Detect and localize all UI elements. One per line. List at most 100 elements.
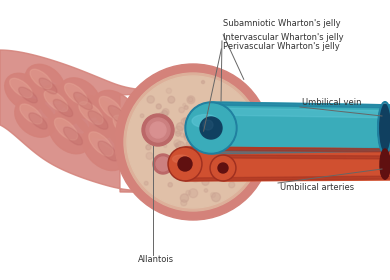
Circle shape: [153, 154, 173, 174]
Circle shape: [202, 178, 209, 185]
Ellipse shape: [15, 99, 55, 137]
Circle shape: [241, 137, 248, 144]
Circle shape: [204, 189, 208, 192]
Circle shape: [195, 157, 201, 163]
Circle shape: [245, 110, 252, 118]
Circle shape: [215, 160, 218, 164]
Circle shape: [193, 150, 202, 159]
Circle shape: [185, 102, 237, 154]
Circle shape: [180, 194, 189, 202]
Circle shape: [203, 120, 213, 130]
Circle shape: [223, 171, 230, 178]
Circle shape: [200, 117, 222, 139]
Circle shape: [187, 121, 196, 130]
Text: Umbilical vein: Umbilical vein: [302, 97, 362, 106]
Circle shape: [223, 138, 229, 143]
Circle shape: [244, 124, 250, 130]
Circle shape: [156, 104, 161, 109]
Ellipse shape: [19, 87, 37, 103]
Circle shape: [160, 138, 164, 143]
Ellipse shape: [113, 115, 139, 141]
Ellipse shape: [98, 141, 118, 161]
Circle shape: [189, 135, 196, 142]
Circle shape: [199, 153, 202, 157]
Polygon shape: [0, 50, 156, 192]
Circle shape: [143, 126, 147, 130]
Circle shape: [185, 150, 188, 154]
Circle shape: [180, 151, 188, 158]
Circle shape: [191, 174, 199, 182]
Circle shape: [186, 141, 192, 148]
Ellipse shape: [55, 118, 78, 140]
Ellipse shape: [192, 115, 218, 127]
Circle shape: [202, 81, 205, 84]
Circle shape: [218, 163, 228, 173]
Circle shape: [243, 152, 248, 157]
Circle shape: [211, 157, 234, 179]
Ellipse shape: [44, 90, 68, 112]
Circle shape: [222, 109, 229, 115]
Circle shape: [191, 154, 198, 160]
Circle shape: [221, 122, 229, 130]
Circle shape: [204, 157, 207, 161]
Circle shape: [248, 134, 254, 139]
Circle shape: [176, 123, 184, 130]
Circle shape: [146, 152, 153, 159]
Circle shape: [202, 139, 208, 145]
Circle shape: [218, 174, 223, 180]
Circle shape: [140, 114, 144, 118]
Ellipse shape: [39, 80, 65, 104]
Circle shape: [189, 189, 198, 198]
Circle shape: [175, 126, 183, 134]
Circle shape: [124, 73, 262, 211]
Circle shape: [198, 131, 201, 134]
Circle shape: [168, 96, 175, 103]
Circle shape: [115, 64, 271, 220]
Circle shape: [244, 108, 249, 113]
Text: Umbilical arteries: Umbilical arteries: [280, 183, 354, 193]
Circle shape: [229, 182, 235, 188]
Circle shape: [193, 134, 197, 138]
Text: Subamniotic Wharton's jelly: Subamniotic Wharton's jelly: [223, 19, 340, 28]
Ellipse shape: [79, 102, 103, 124]
Circle shape: [179, 162, 188, 170]
Circle shape: [215, 146, 220, 150]
Ellipse shape: [378, 104, 390, 152]
Circle shape: [176, 141, 185, 150]
Circle shape: [175, 143, 178, 147]
Circle shape: [223, 127, 229, 132]
Circle shape: [189, 134, 195, 141]
Circle shape: [186, 141, 192, 147]
Ellipse shape: [93, 90, 137, 134]
Ellipse shape: [88, 111, 108, 129]
Circle shape: [187, 131, 194, 138]
Circle shape: [155, 167, 158, 171]
Circle shape: [205, 149, 210, 154]
Circle shape: [174, 140, 181, 147]
Ellipse shape: [20, 104, 42, 124]
Circle shape: [170, 148, 200, 179]
Circle shape: [210, 155, 236, 181]
Circle shape: [207, 143, 213, 149]
Circle shape: [245, 160, 253, 168]
Ellipse shape: [64, 127, 82, 145]
Circle shape: [168, 147, 202, 181]
Circle shape: [146, 145, 151, 150]
Circle shape: [181, 133, 184, 137]
Circle shape: [166, 88, 172, 94]
Circle shape: [208, 112, 217, 121]
Ellipse shape: [59, 78, 101, 118]
Circle shape: [147, 96, 154, 103]
Circle shape: [235, 152, 241, 158]
Circle shape: [159, 113, 165, 118]
Circle shape: [242, 160, 249, 166]
Ellipse shape: [94, 121, 122, 149]
Circle shape: [183, 146, 187, 151]
Circle shape: [211, 193, 215, 197]
Ellipse shape: [172, 155, 190, 163]
Circle shape: [161, 111, 168, 116]
Circle shape: [127, 76, 259, 208]
Circle shape: [225, 150, 232, 157]
Ellipse shape: [25, 64, 65, 102]
Circle shape: [226, 131, 234, 140]
